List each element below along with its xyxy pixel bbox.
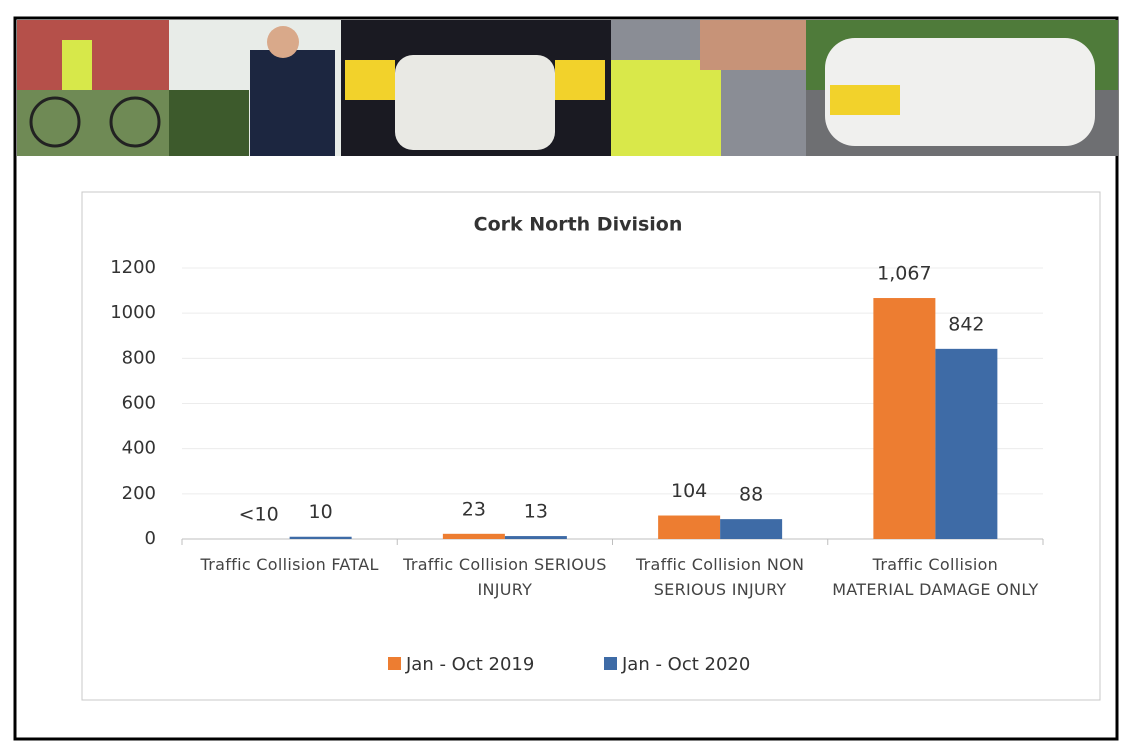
y-tick-label: 1200 xyxy=(110,257,156,278)
y-tick-label: 200 xyxy=(122,483,156,504)
y-tick-label: 1000 xyxy=(110,302,156,323)
legend-swatch xyxy=(604,657,617,670)
bar xyxy=(289,536,352,539)
bar xyxy=(935,348,998,539)
legend-label: Jan - Oct 2019 xyxy=(405,654,534,675)
y-tick-label: 0 xyxy=(145,528,156,549)
data-label: 13 xyxy=(524,501,548,523)
y-tick-label: 800 xyxy=(122,347,156,368)
bar xyxy=(720,519,783,539)
data-label: 104 xyxy=(671,480,707,502)
x-tick-label: Traffic Collision FATAL xyxy=(200,555,379,574)
bar xyxy=(504,536,567,539)
data-label: 1,067 xyxy=(877,263,931,285)
legend-swatch xyxy=(388,657,401,670)
x-tick-label: Traffic Collision MATERIAL DAMAGE ONLY xyxy=(832,555,1039,599)
data-label: <10 xyxy=(239,504,279,526)
data-label: 88 xyxy=(739,484,763,506)
chart-title: Cork North Division xyxy=(474,214,683,236)
x-tick-label: Traffic Collision NON SERIOUS INJURY xyxy=(635,555,805,599)
bar xyxy=(873,298,936,539)
y-tick-label: 400 xyxy=(122,438,156,459)
bar xyxy=(658,515,721,539)
photo-banner xyxy=(17,20,1118,156)
data-label: 10 xyxy=(309,501,333,523)
legend-label: Jan - Oct 2020 xyxy=(621,654,750,675)
data-label: 23 xyxy=(462,498,486,520)
bar xyxy=(442,533,505,539)
data-label: 842 xyxy=(948,313,984,335)
y-tick-label: 600 xyxy=(122,393,156,414)
x-tick-label: Traffic Collision SERIOUS INJURY xyxy=(403,555,607,599)
